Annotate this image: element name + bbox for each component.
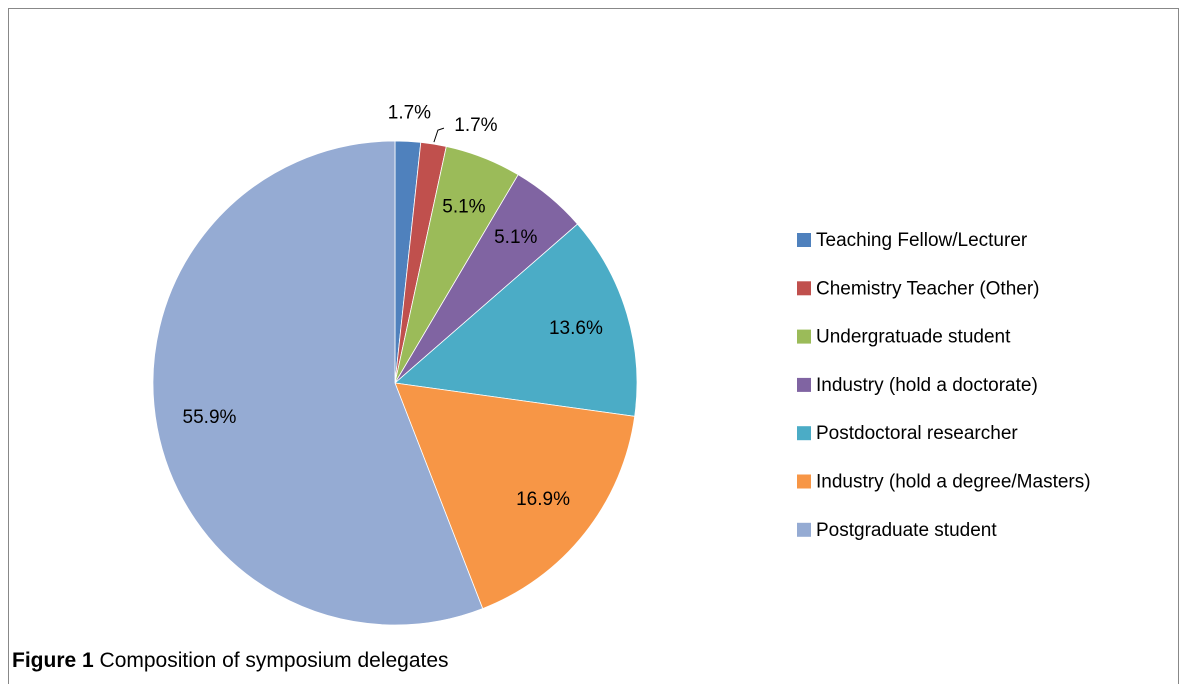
legend-swatch	[797, 474, 811, 489]
legend-label: Postgraduate student	[816, 520, 997, 541]
chart-border	[8, 8, 1179, 684]
pie-slice	[394, 223, 638, 417]
legend-swatch	[797, 426, 811, 441]
legend-swatch	[797, 377, 811, 392]
legend-label: Teaching Fellow/Lecturer	[816, 230, 1028, 251]
pie-slice	[394, 382, 636, 610]
data-label: 1.7%	[388, 102, 431, 123]
legend-label: Undergratuade student	[816, 327, 1011, 348]
data-label: 1.7%	[454, 115, 497, 136]
legend-label: Chemistry Teacher (Other)	[816, 278, 1040, 299]
legend-swatch	[797, 233, 811, 247]
leader-line	[433, 127, 445, 143]
legend-swatch	[797, 281, 811, 296]
data-label: 55.9%	[183, 407, 237, 428]
caption-text: Composition of symposium delegates	[100, 649, 449, 672]
data-label: 13.6%	[549, 318, 603, 339]
data-label: 5.1%	[494, 227, 537, 248]
pie-slice	[152, 140, 484, 626]
legend-label: Postdoctoral researcher	[816, 423, 1018, 444]
legend-label: Industry (hold a degree/Masters)	[816, 472, 1091, 493]
data-label: 16.9%	[516, 489, 570, 510]
legend-label: Industry (hold a doctorate)	[816, 375, 1038, 396]
legend-swatch	[797, 329, 811, 344]
data-label: 5.1%	[442, 196, 485, 217]
legend-swatch	[797, 522, 811, 537]
caption-label: Figure 1	[12, 649, 94, 672]
caption: Figure 1 Composition of symposium delega…	[12, 649, 449, 672]
